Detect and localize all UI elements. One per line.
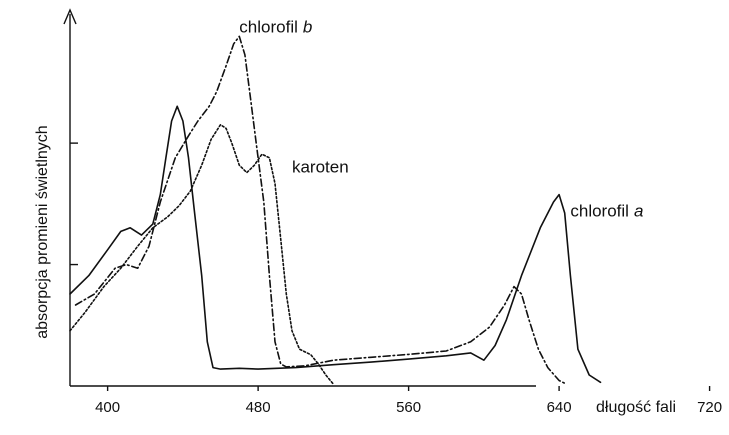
series-karoten-line [69,123,335,385]
y-axis-title: absorpcja promieni świetlnych [34,125,51,338]
series-label-suffix: b [303,18,312,37]
series-label: karoten [292,158,349,177]
series-label: chlorofil b [239,18,312,37]
axes [63,8,536,387]
series-label-suffix: a [634,202,643,221]
series-chlorofil-a-line [69,105,602,384]
x-tick-label: 720 [697,399,722,416]
series-curves [69,35,602,385]
x-tick-label: 400 [95,399,120,416]
x-axis-title: długość fali [596,399,676,416]
series-label-name: karoten [292,158,349,177]
series-label-name: chlorofil [570,202,629,221]
y-ticks [70,142,78,266]
x-tick-label: 560 [396,399,421,416]
x-tick-label: 480 [246,399,271,416]
y-axis-arrow-icon [63,8,77,25]
series-label-name: chlorofil [239,18,298,37]
series-chlorofil-b-line [74,35,568,385]
series-label: chlorofil a [570,202,643,221]
x-tick-label: 640 [547,399,572,416]
x-ticks: 400 480 560 640 720 [95,386,722,416]
series-labels: chlorofil b karoten chlorofil a [239,18,643,221]
